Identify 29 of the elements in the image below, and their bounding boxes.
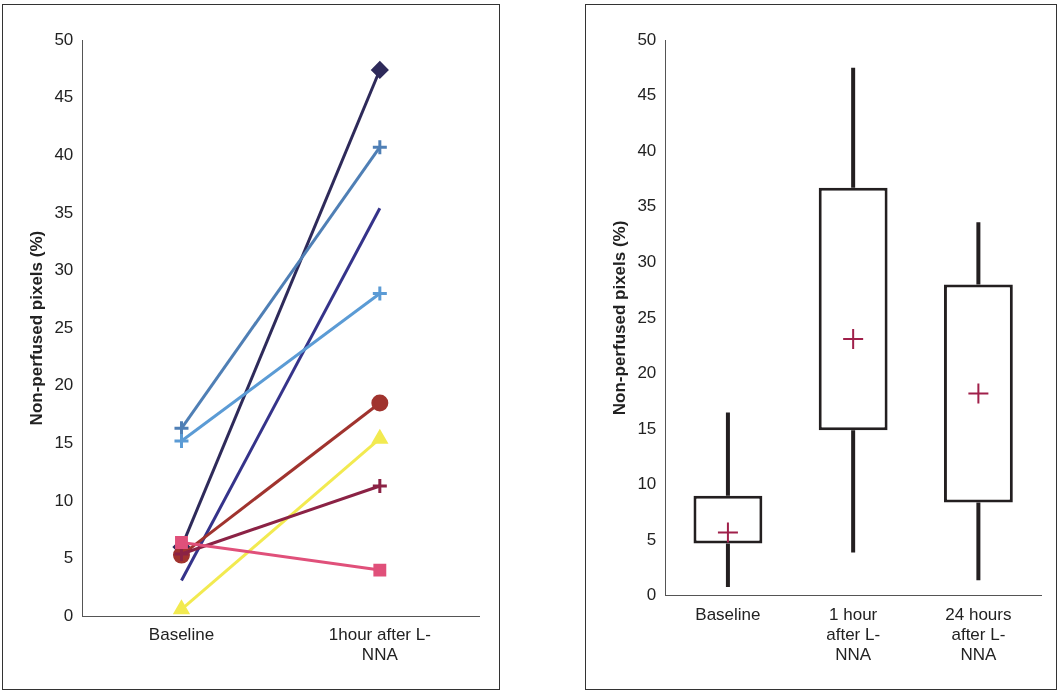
y-tick-label: 35 bbox=[637, 196, 657, 216]
x-tick-label: 24 hours after L-NNA bbox=[945, 604, 1012, 665]
x-tick-label: Baseline bbox=[695, 604, 761, 624]
y-tick-label: 15 bbox=[637, 418, 657, 438]
y-tick-label: 25 bbox=[637, 307, 657, 327]
y-tick-label: 40 bbox=[637, 140, 657, 160]
y-tick-label: 10 bbox=[637, 474, 657, 494]
y-tick-label: 25 bbox=[54, 317, 74, 337]
y-tick-label: 5 bbox=[63, 548, 74, 568]
y-tick-label: 50 bbox=[637, 29, 657, 49]
y-tick-label: 0 bbox=[63, 605, 74, 625]
y-tick-label: 15 bbox=[54, 433, 74, 453]
y-tick-label: 30 bbox=[54, 260, 74, 280]
y-axis-title: Non-perfused pixels (%) bbox=[609, 220, 629, 416]
x-tick-label: 1 hour after L-NNA bbox=[826, 604, 881, 665]
x-tick-label: 1hour after L-NNA bbox=[328, 625, 431, 665]
y-tick-label: 30 bbox=[637, 252, 657, 272]
y-tick-label: 45 bbox=[637, 85, 657, 105]
y-axis-title: Non-perfused pixels (%) bbox=[26, 230, 46, 426]
y-tick-label: 45 bbox=[54, 87, 74, 107]
x-tick-label: Baseline bbox=[148, 625, 215, 645]
y-tick-label: 20 bbox=[54, 375, 74, 395]
y-tick-label: 20 bbox=[637, 363, 657, 383]
y-tick-label: 40 bbox=[54, 144, 74, 164]
y-tick-label: 10 bbox=[54, 490, 74, 510]
y-tick-label: 35 bbox=[54, 202, 74, 222]
y-tick-label: 0 bbox=[646, 585, 657, 605]
y-tick-label: 50 bbox=[54, 29, 74, 49]
y-tick-label: 5 bbox=[646, 529, 657, 549]
